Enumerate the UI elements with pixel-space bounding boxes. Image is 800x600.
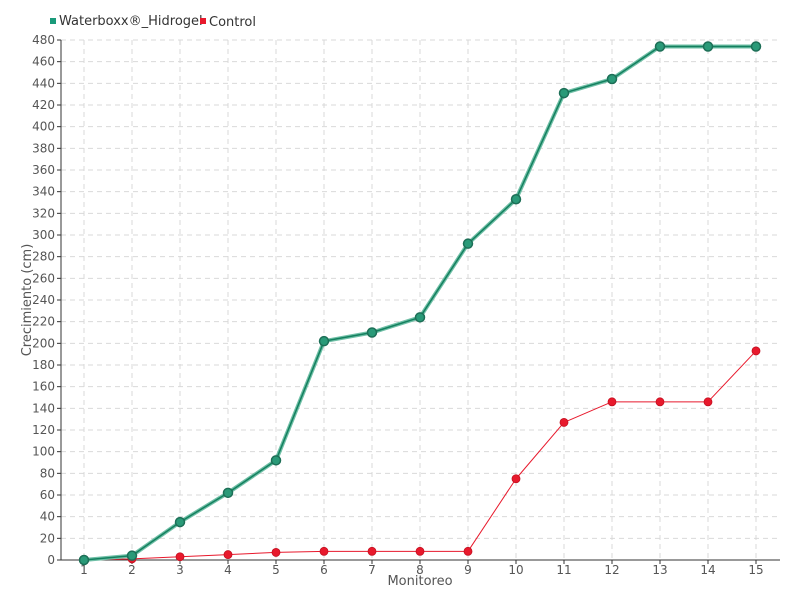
x-tick-label: 14 [700,563,715,577]
y-tick-label: 0 [47,553,55,567]
data-point-waterboxx [750,41,762,52]
axes: 0 20 40 60 80 100 120 140 160 180 200 220 240 260 280 3… [32,33,780,577]
x-tick-label: 10 [508,563,523,577]
legend-label-waterboxx: Waterboxx®_Hidrogel [59,14,203,29]
y-tick-label: 380 [32,141,55,155]
data-point-waterboxx [510,194,522,205]
x-tick-label: 15 [748,563,763,577]
y-axis-title: Crecimiento (cm) [20,244,35,357]
data-point-control [175,552,185,562]
data-point-waterboxx [462,238,474,249]
data-point-control [607,397,617,407]
y-tick-label: 180 [32,358,55,372]
y-tick-label: 440 [32,76,55,90]
data-point-waterboxx [606,73,618,85]
data-point-control [463,546,473,556]
y-tick-label: 160 [32,380,55,394]
data-point-waterboxx [174,516,186,528]
y-tick-label: 40 [40,510,55,524]
y-tick-label: 60 [40,488,55,502]
x-axis-title: Monitoreo [387,574,452,589]
data-point-control [415,546,425,556]
data-point-control [511,474,521,484]
data-point-control [367,546,377,556]
data-point-waterboxx [318,335,330,347]
y-tick-label: 240 [32,293,55,307]
x-tick-label: 12 [604,563,619,577]
y-tick-label: 300 [32,228,55,242]
y-tick-label: 480 [32,33,55,47]
x-tick-label: 4 [224,563,232,577]
legend-label-control: Control [209,15,256,30]
y-tick-label: 280 [32,250,55,264]
x-tick-label: 8 [416,563,424,577]
y-tick-label: 80 [40,466,55,480]
y-tick-label: 220 [32,315,55,329]
data-point-control [703,397,713,407]
y-tick-label: 200 [32,336,55,350]
legend-marker-control [200,18,206,24]
data-point-waterboxx [414,312,426,323]
series-waterboxx [78,41,762,566]
x-tick-label: 13 [652,563,667,577]
series-control [79,346,761,565]
y-tick-label: 120 [32,423,55,437]
data-point-waterboxx [270,455,282,466]
y-tick-label: 360 [32,163,55,177]
data-point-control [559,418,569,427]
x-tick-label: 6 [320,563,328,577]
y-tick-label: 400 [32,120,55,134]
data-point-waterboxx [366,327,378,338]
x-tick-label: 11 [556,563,571,577]
y-tick-label: 140 [32,401,55,415]
series-group [78,41,762,566]
data-point-waterboxx [558,87,570,99]
x-tick-label: 9 [464,563,472,577]
data-point-waterboxx [126,550,138,561]
data-point-waterboxx [222,487,234,499]
x-tick-label: 2 [128,563,136,577]
data-point-control [319,546,329,556]
grid [61,39,780,560]
data-point-control [223,550,233,559]
x-tick-label: 1 [80,563,88,577]
y-tick-label: 100 [32,445,55,459]
y-tick-label: 460 [32,55,55,69]
y-tick-label: 420 [32,98,55,112]
x-tick-label: 5 [272,563,280,577]
legend: Waterboxx®_Hidrogel Control [50,14,256,30]
data-point-control [271,548,281,557]
data-point-waterboxx [78,554,90,566]
data-point-control [655,397,665,407]
legend-marker-waterboxx [50,18,56,24]
x-tick-label: 7 [368,563,376,577]
y-tick-label: 20 [40,531,55,545]
y-tick-label: 320 [32,206,55,220]
y-tick-label: 260 [32,271,55,285]
data-point-waterboxx [654,41,666,52]
x-tick-label: 3 [176,563,184,577]
y-tick-label: 340 [32,185,55,199]
data-point-waterboxx [702,41,714,52]
data-point-control [751,346,761,356]
